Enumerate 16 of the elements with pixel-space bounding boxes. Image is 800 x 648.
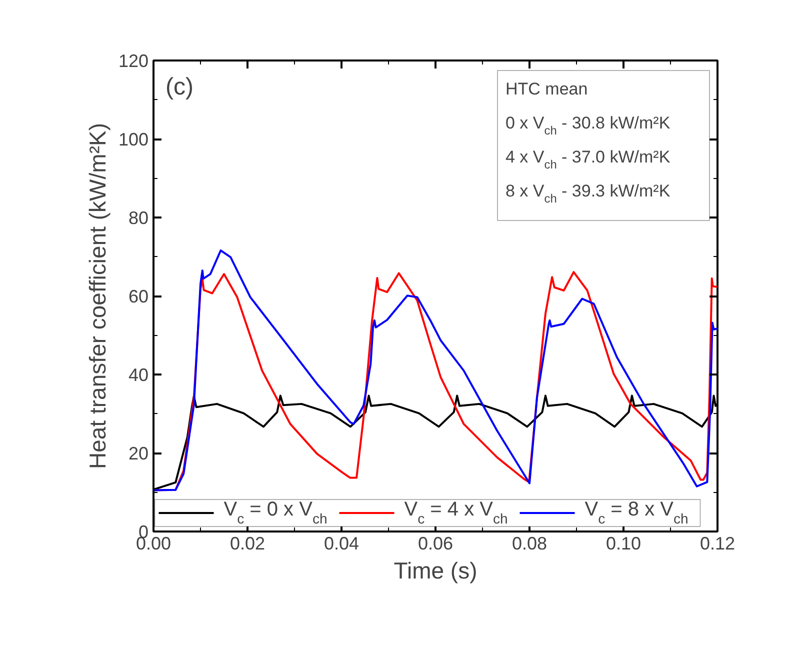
x-tick-label: 0.06	[418, 534, 454, 554]
annotation: HTC mean	[506, 80, 588, 98]
y-tick-label: 40	[128, 365, 149, 385]
y-tick-label: 100	[118, 130, 149, 150]
x-tick-label: 0.08	[512, 534, 548, 554]
annotation: (c)	[166, 74, 194, 100]
y-tick-label: 60	[128, 286, 149, 306]
x-tick-label: 0.02	[230, 534, 266, 554]
x-axis-title: Time (s)	[394, 558, 478, 584]
y-axis-title: Heat transfer coefficient (kW/m²K)	[84, 123, 110, 469]
x-tick-label: 0.10	[606, 534, 642, 554]
y-tick-label: 20	[128, 444, 149, 464]
y-tick-label: 120	[118, 51, 149, 71]
y-tick-label: 80	[128, 208, 149, 228]
x-tick-label: 0.04	[324, 534, 360, 554]
x-tick-label: 0.12	[700, 534, 736, 554]
